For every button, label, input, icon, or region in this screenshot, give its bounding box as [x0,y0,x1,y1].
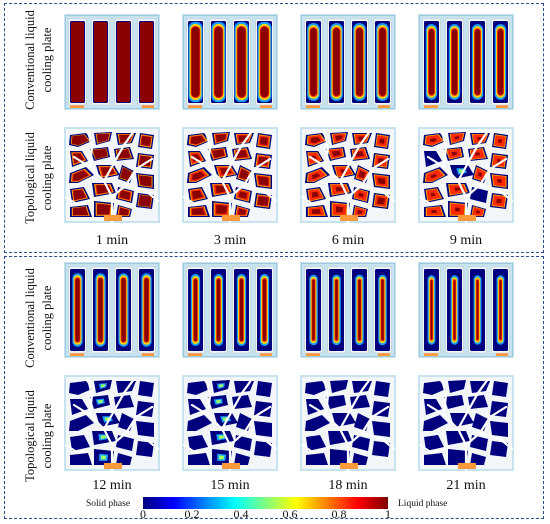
topological-plate-tile [64,127,160,223]
conventional-plate-tile [64,262,160,358]
row-label-line: cooling plate [40,403,54,469]
row-label-line: Conventional liquid [23,268,37,368]
topological-plate-tile [300,375,396,471]
conventional-plate-tile [418,262,514,358]
row-label-topological-top: Topological liquid cooling plate [22,118,58,238]
topological-plate-tile [182,127,278,223]
conventional-plate-tile [182,14,278,110]
panel-top [4,3,544,253]
solid-phase-label: Solid phase [86,499,131,509]
time-label: 3 min [213,233,247,248]
time-label: 12 min [92,478,132,493]
conventional-plate-tile [300,262,396,358]
topological-plate-tile [182,375,278,471]
row-label-line: Topological liquid [23,390,37,482]
time-label: 21 min [446,478,486,493]
row-label-conventional-bottom: Conventional liquid cooling plate [22,258,58,378]
liquid-phase-label: Liquid phase [398,499,448,509]
time-label: 15 min [210,478,250,493]
row-label-line: cooling plate [40,27,54,93]
conventional-plate-tile [300,14,396,110]
topological-plate-tile [418,375,514,471]
colorbar-tick: 0.6 [282,507,298,521]
colorbar-tick: 0.4 [233,507,249,521]
colorbar-tick: 0.8 [331,507,347,521]
colorbar-tick: 0 [140,507,146,521]
row-label-topological-bottom: Topological liquid cooling plate [22,376,58,496]
row-label-line: cooling plate [40,145,54,211]
topological-plate-tile [418,127,514,223]
colorbar [143,497,388,509]
row-label-line: cooling plate [40,285,54,351]
colorbar-tick: 0.2 [184,507,200,521]
panel-bottom [4,256,544,519]
topological-plate-tile [300,127,396,223]
time-label: 6 min [331,233,365,248]
topological-plate-tile [64,375,160,471]
time-label: 18 min [328,478,368,493]
row-label-line: Topological liquid [23,132,37,224]
time-label: 1 min [95,233,129,248]
row-label-line: Conventional liquid [23,10,37,110]
row-label-conventional-top: Conventional liquid cooling plate [22,0,58,120]
conventional-plate-tile [418,14,514,110]
conventional-plate-tile [182,262,278,358]
conventional-plate-tile [64,14,160,110]
colorbar-tick: 1 [385,507,391,521]
time-label: 9 min [449,233,483,248]
